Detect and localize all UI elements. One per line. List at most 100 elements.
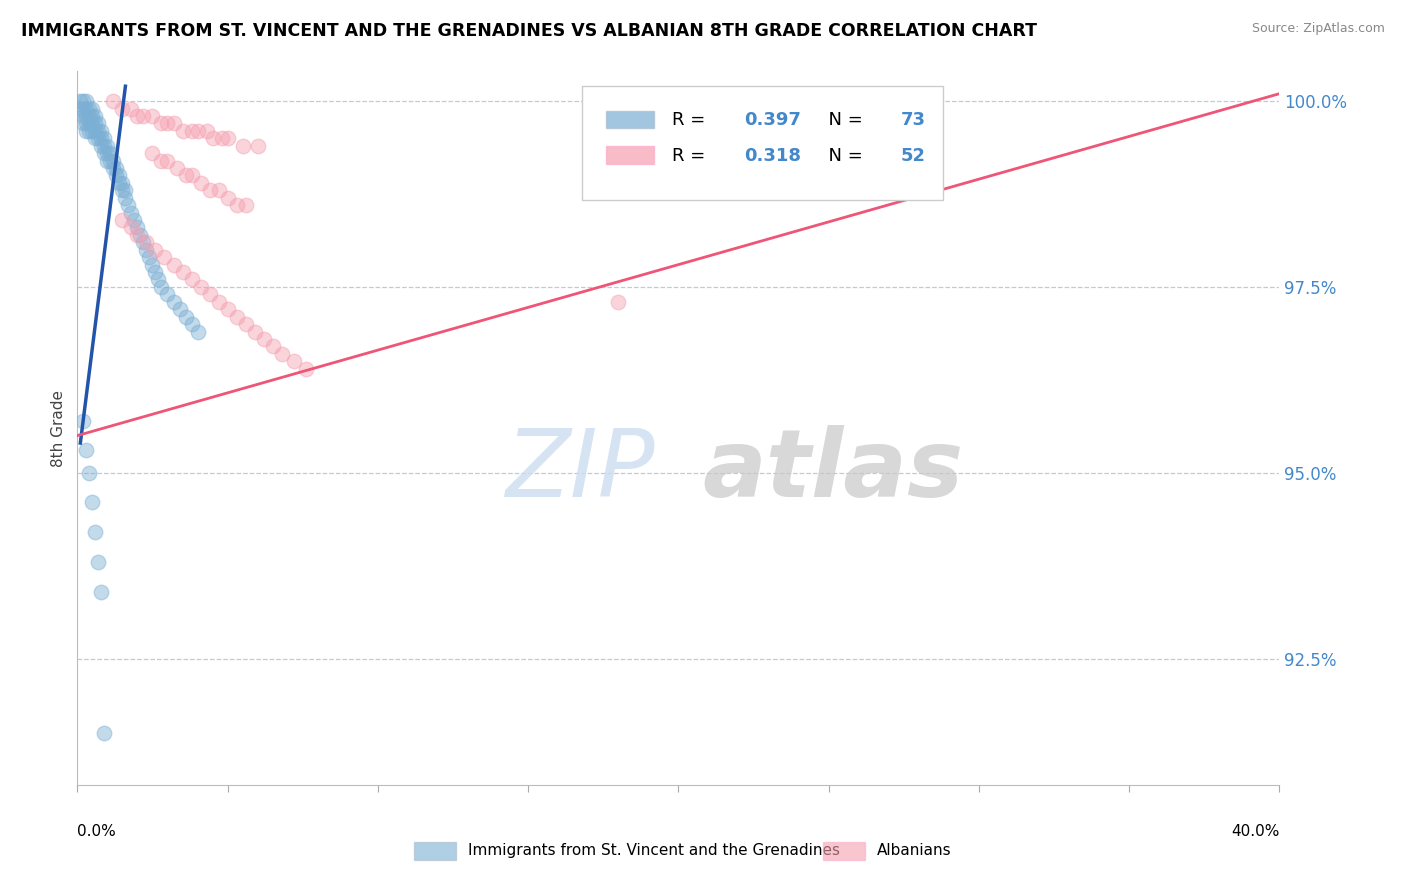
Point bbox=[127, 227, 149, 242]
Point bbox=[235, 317, 257, 331]
Point bbox=[72, 116, 94, 130]
Point bbox=[69, 102, 91, 116]
Point bbox=[174, 169, 197, 183]
Point bbox=[82, 124, 104, 138]
Point bbox=[162, 294, 184, 309]
Point bbox=[145, 265, 167, 279]
Point bbox=[235, 198, 257, 212]
Point bbox=[108, 169, 131, 183]
Point bbox=[90, 124, 112, 138]
Point bbox=[103, 94, 125, 108]
Point bbox=[132, 109, 155, 123]
Point bbox=[190, 280, 212, 294]
Text: ZIP: ZIP bbox=[505, 425, 654, 516]
Point bbox=[87, 124, 110, 138]
Point bbox=[82, 109, 104, 123]
Point bbox=[135, 235, 157, 250]
Text: N =: N = bbox=[817, 146, 868, 164]
Point bbox=[225, 198, 247, 212]
Point bbox=[138, 250, 160, 264]
Point bbox=[153, 250, 176, 264]
Point bbox=[84, 525, 107, 540]
Point bbox=[93, 138, 115, 153]
Point bbox=[72, 109, 94, 123]
Point bbox=[75, 102, 97, 116]
Point bbox=[79, 124, 101, 138]
Point bbox=[217, 302, 239, 317]
FancyBboxPatch shape bbox=[606, 111, 654, 128]
FancyBboxPatch shape bbox=[582, 86, 943, 200]
Point bbox=[283, 354, 305, 368]
Point bbox=[294, 361, 316, 376]
Point bbox=[90, 584, 112, 599]
Text: 0.0%: 0.0% bbox=[77, 824, 117, 839]
Point bbox=[114, 183, 136, 197]
FancyBboxPatch shape bbox=[413, 842, 456, 860]
Point bbox=[72, 102, 94, 116]
Point bbox=[232, 138, 254, 153]
Point bbox=[96, 138, 118, 153]
Point bbox=[84, 109, 107, 123]
Text: 52: 52 bbox=[901, 146, 925, 164]
Point bbox=[100, 153, 122, 168]
Point bbox=[262, 339, 284, 353]
Point bbox=[127, 109, 149, 123]
Point bbox=[90, 131, 112, 145]
Point bbox=[129, 227, 152, 242]
Text: Source: ZipAtlas.com: Source: ZipAtlas.com bbox=[1251, 22, 1385, 36]
Point bbox=[186, 124, 209, 138]
Point bbox=[84, 131, 107, 145]
Point bbox=[174, 310, 197, 324]
Text: 73: 73 bbox=[901, 111, 925, 128]
Point bbox=[195, 124, 218, 138]
Point bbox=[253, 332, 276, 346]
Point bbox=[93, 726, 115, 740]
Point bbox=[225, 310, 247, 324]
Point bbox=[172, 124, 194, 138]
Point bbox=[87, 555, 110, 569]
Point bbox=[217, 131, 239, 145]
Point bbox=[120, 220, 142, 235]
Point bbox=[162, 258, 184, 272]
Point bbox=[96, 153, 118, 168]
Point bbox=[84, 116, 107, 130]
Point bbox=[141, 258, 163, 272]
Point bbox=[93, 131, 115, 145]
Point bbox=[243, 325, 266, 339]
Point bbox=[148, 272, 170, 286]
Point bbox=[108, 176, 131, 190]
Point bbox=[211, 131, 233, 145]
Point bbox=[132, 235, 155, 250]
Point bbox=[180, 272, 202, 286]
Point bbox=[96, 146, 118, 161]
Point bbox=[75, 94, 97, 108]
Point bbox=[82, 495, 104, 509]
Point bbox=[207, 294, 229, 309]
Y-axis label: 8th Grade: 8th Grade bbox=[51, 390, 66, 467]
Point bbox=[75, 109, 97, 123]
Point bbox=[111, 183, 134, 197]
Point bbox=[100, 146, 122, 161]
Point bbox=[69, 94, 91, 108]
Point bbox=[150, 153, 173, 168]
Point bbox=[180, 317, 202, 331]
Point bbox=[198, 287, 221, 301]
Point bbox=[72, 94, 94, 108]
Point bbox=[75, 116, 97, 130]
Point bbox=[127, 220, 149, 235]
Point bbox=[186, 325, 209, 339]
Point bbox=[93, 146, 115, 161]
Point bbox=[82, 102, 104, 116]
Point bbox=[190, 176, 212, 190]
Point bbox=[120, 102, 142, 116]
Text: IMMIGRANTS FROM ST. VINCENT AND THE GRENADINES VS ALBANIAN 8TH GRADE CORRELATION: IMMIGRANTS FROM ST. VINCENT AND THE GREN… bbox=[21, 22, 1038, 40]
Point bbox=[79, 116, 101, 130]
Point bbox=[75, 443, 97, 458]
Point bbox=[84, 124, 107, 138]
Point bbox=[111, 102, 134, 116]
Point bbox=[79, 109, 101, 123]
Point bbox=[105, 169, 128, 183]
Point bbox=[145, 243, 167, 257]
FancyBboxPatch shape bbox=[606, 146, 654, 164]
Text: R =: R = bbox=[672, 146, 711, 164]
